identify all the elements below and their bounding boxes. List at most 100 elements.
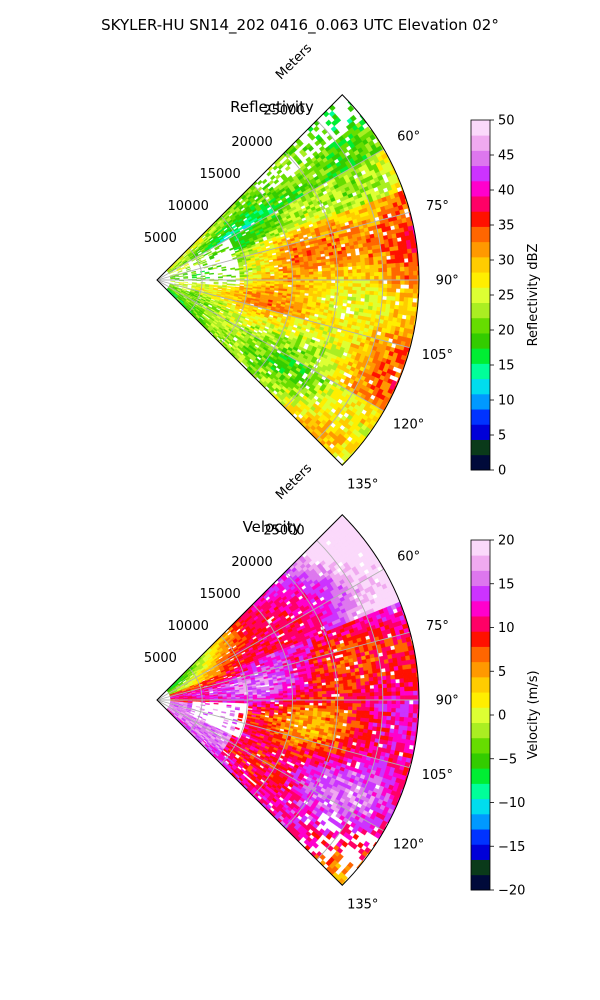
range-axis-label: Meters xyxy=(273,461,315,503)
colorbar-swatch xyxy=(471,256,490,273)
azimuth-gridline xyxy=(156,279,411,349)
sector-frame xyxy=(156,514,420,886)
colorbar-swatch xyxy=(471,783,490,800)
colorbar-swatch xyxy=(471,226,490,243)
colorbar-tick-label: −15 xyxy=(498,840,525,855)
range-tick-label: 25000 xyxy=(263,523,304,538)
colorbar-swatch xyxy=(471,570,490,587)
colorbar-swatch xyxy=(471,287,490,304)
colorbar-swatch xyxy=(471,813,490,830)
sector-frame xyxy=(156,94,420,466)
colorbar-swatch xyxy=(471,348,490,364)
colorbar-swatch xyxy=(471,874,490,891)
azimuth-gridline xyxy=(156,568,385,701)
colorbar-swatch xyxy=(471,393,490,410)
reflectivity-panel: Reflectivity60°75°90°105°120°135°5000100… xyxy=(144,41,541,493)
colorbar-swatch xyxy=(471,661,490,678)
colorbar-swatch xyxy=(471,798,490,815)
colorbar-tick-label: 0 xyxy=(498,464,506,479)
colorbar-tick-label: −5 xyxy=(498,752,517,767)
colorbar-tick-label: 35 xyxy=(498,219,515,234)
panel-title: Reflectivity xyxy=(230,98,314,116)
colorbar: 0 5 10 15 20 25 30 35 40 45 50 Reflectivity dBZ xyxy=(470,114,541,479)
colorbar-swatch xyxy=(471,333,490,349)
colorbar-swatch xyxy=(471,135,490,151)
colorbar-tick-label: 15 xyxy=(498,359,515,374)
radar-data xyxy=(166,98,419,466)
colorbar-swatch xyxy=(471,439,490,456)
colorbar-swatch xyxy=(471,737,490,754)
colorbar-swatch xyxy=(471,241,490,258)
colorbar-swatch xyxy=(471,302,490,319)
range-tick-label: 10000 xyxy=(168,619,209,634)
colorbar-swatch xyxy=(471,363,490,380)
colorbar-swatch xyxy=(471,272,490,288)
colorbar-swatch xyxy=(471,180,490,197)
colorbar-swatch xyxy=(471,196,490,212)
colorbar-swatch xyxy=(471,600,490,617)
colorbar: −20 −15 −10 −5 0 5 10 15 20 Velocity (m/s) xyxy=(470,534,541,899)
azimuth-gridline xyxy=(156,699,385,832)
azimuth-tick-label: 90° xyxy=(436,694,459,709)
azimuth-tick-label: 120° xyxy=(393,418,424,433)
colorbar-swatch xyxy=(471,150,490,167)
colorbar-swatch xyxy=(471,540,490,556)
colorbar-tick-label: 40 xyxy=(498,184,515,199)
colorbar-tick-label: 30 xyxy=(498,254,515,269)
velocity-panel: Velocity 60° 75° 90° 105° 120° 135° 5000 10000 15… xyxy=(144,461,541,913)
azimuth-tick-label: 105° xyxy=(422,348,453,363)
colorbar-swatch xyxy=(471,165,490,182)
azimuth-tick-label: 135° xyxy=(347,897,378,912)
colorbar-swatch xyxy=(471,753,490,769)
colorbar-swatch xyxy=(471,631,490,647)
colorbar-tick-label: 5 xyxy=(498,665,506,680)
colorbar-tick-label: 0 xyxy=(498,709,506,724)
colorbar-swatch xyxy=(471,676,490,693)
azimuth-tick-label: 75° xyxy=(426,619,449,634)
colorbar-swatch xyxy=(471,616,490,632)
azimuth-gridline xyxy=(156,631,411,701)
range-tick-label: 15000 xyxy=(199,167,240,182)
colorbar-swatch xyxy=(471,692,490,708)
azimuth-gridline xyxy=(156,279,385,412)
colorbar-tick-label: −10 xyxy=(498,796,525,811)
colorbar-swatch xyxy=(471,768,490,784)
azimuth-tick-label: 90° xyxy=(436,274,459,289)
azimuth-gridline xyxy=(156,699,411,769)
colorbar-swatch xyxy=(471,120,490,136)
azimuth-tick-label: 60° xyxy=(397,129,420,144)
figure-title: SKYLER-HU SN14_202 0416_0.063 UTC Elevat… xyxy=(101,16,499,34)
azimuth-tick-label: 135° xyxy=(347,477,378,492)
colorbar-swatch xyxy=(471,378,490,395)
range-tick-label: 5000 xyxy=(144,651,177,666)
colorbar-swatch xyxy=(471,317,490,334)
colorbar-tick-label: 20 xyxy=(498,324,515,339)
colorbar-tick-label: 50 xyxy=(498,114,515,129)
colorbar-swatch xyxy=(471,844,490,860)
colorbar-swatch xyxy=(471,722,490,739)
colorbar-swatch xyxy=(471,409,490,425)
panel-title: Velocity xyxy=(243,518,302,536)
colorbar-tick-label: 5 xyxy=(498,429,506,444)
colorbar-tick-label: 20 xyxy=(498,534,515,549)
polar-grid xyxy=(156,539,419,861)
colorbar-swatch xyxy=(471,555,490,571)
azimuth-tick-label: 60° xyxy=(397,549,420,564)
azimuth-tick-label: 105° xyxy=(422,768,453,783)
range-axis-label: Meters xyxy=(273,41,315,83)
colorbar-tick-label: 10 xyxy=(498,621,515,636)
range-tick-label: 5000 xyxy=(144,231,177,246)
radar-data xyxy=(166,515,419,886)
azimuth-tick-label: 120° xyxy=(393,838,424,853)
azimuth-gridline xyxy=(156,211,411,281)
range-tick-label: 20000 xyxy=(231,555,272,570)
colorbar-swatch xyxy=(471,646,490,663)
colorbar-swatch xyxy=(471,707,490,724)
range-tick-label: 25000 xyxy=(263,103,304,118)
colorbar-swatch xyxy=(471,211,490,227)
azimuth-tick-label: 75° xyxy=(426,199,449,214)
colorbar-label: Reflectivity dBZ xyxy=(526,244,541,347)
colorbar-swatch xyxy=(471,859,490,876)
colorbar-tick-label: 15 xyxy=(498,577,515,592)
